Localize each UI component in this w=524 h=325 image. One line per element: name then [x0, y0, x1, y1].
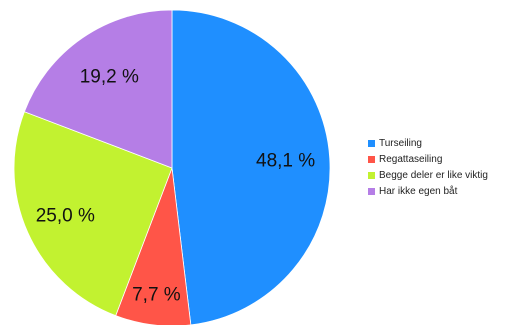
- legend-swatch: [368, 187, 375, 195]
- pie-data-label: 25,0 %: [36, 205, 95, 226]
- legend-item-turseiling: Turseiling: [368, 136, 524, 150]
- pie-data-label: 7,7 %: [132, 285, 181, 306]
- legend-swatch: [368, 171, 375, 179]
- legend-label: Begge deler er like viktig: [379, 169, 488, 181]
- pie-slice-3: [23, 9, 173, 169]
- legend-swatch: [368, 139, 375, 147]
- legend-label: Har ikke egen båt: [379, 185, 458, 197]
- pie-data-labels: 48,1 % 7,7 % 25,0 % 19,2 %: [36, 66, 316, 305]
- legend-item-regattaseiling: Regattaseiling: [368, 152, 524, 166]
- pie-slice-2: [13, 111, 173, 317]
- pie-slices: [13, 9, 331, 325]
- legend-item-begge-deler: Begge deler er like viktig: [368, 168, 524, 182]
- pie-data-label: 48,1 %: [256, 151, 315, 172]
- pie-data-label: 19,2 %: [80, 66, 139, 87]
- legend: Turseiling Regattaseiling Begge deler er…: [368, 136, 524, 200]
- pie-slice-0: [171, 9, 331, 325]
- legend-label: Turseiling: [379, 137, 422, 149]
- legend-item-har-ikke-egen-bat: Har ikke egen båt: [368, 184, 524, 198]
- legend-swatch: [368, 155, 375, 163]
- legend-label: Regattaseiling: [379, 153, 443, 165]
